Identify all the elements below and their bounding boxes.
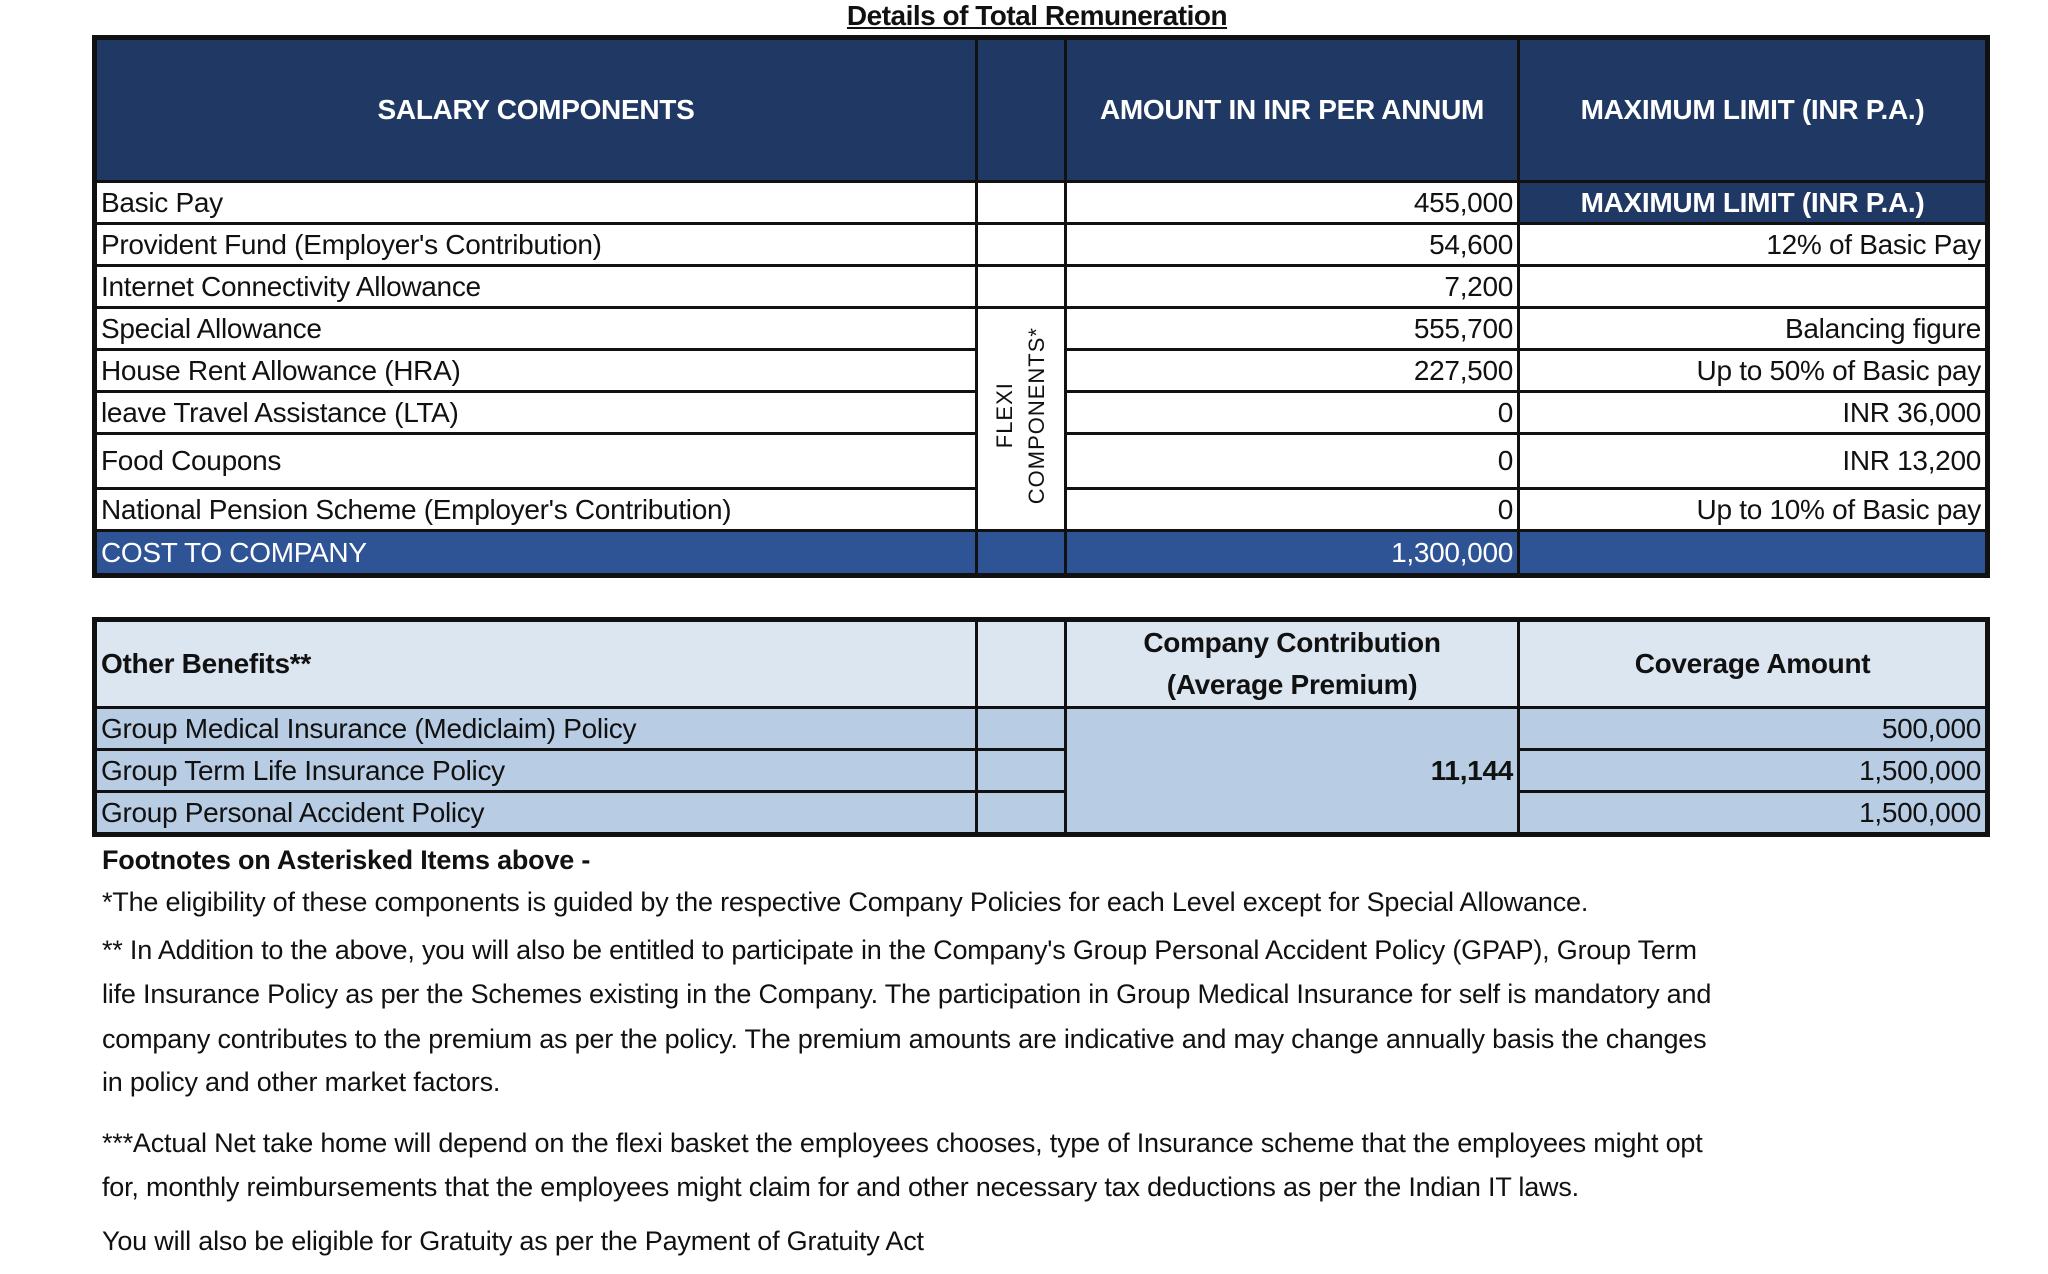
component-limit: Balancing figure — [1517, 306, 1989, 351]
component-amount: 455,000 — [1064, 180, 1520, 225]
component-name: Internet Connectivity Allowance — [93, 264, 978, 309]
table-row: National Pension Scheme (Employer's Cont… — [93, 487, 1989, 532]
salary-components-table: SALARY COMPONENTS AMOUNT IN INR PER ANNU… — [92, 35, 1990, 578]
ctc-limit — [1517, 529, 1989, 577]
footnote-line: company contributes to the premium as pe… — [102, 1024, 1707, 1054]
benefits-header-row: Other Benefits** Company Contribution (Av… — [93, 618, 1989, 709]
component-amount: 0 — [1064, 390, 1520, 435]
footnote-line: life Insurance Policy as per the Schemes… — [102, 979, 1712, 1009]
benefit-name: Group Term Life Insurance Policy — [93, 748, 978, 793]
table-row: Basic Pay 455,000 MAXIMUM LIMIT (INR P.A… — [93, 180, 1989, 225]
flexi-cell — [975, 264, 1067, 309]
benefit-name: Group Personal Accident Policy — [93, 790, 978, 836]
component-limit: 12% of Basic Pay — [1517, 222, 1989, 267]
flexi-label-line2: COMPONENTS* — [1024, 326, 1049, 505]
footnote-line: *The eligibility of these components is … — [102, 887, 1589, 917]
ctc-label: COST TO COMPANY — [93, 529, 978, 577]
coverage-amount: 1,500,000 — [1517, 790, 1989, 836]
flexi-label-line1: FLEXI — [992, 382, 1017, 449]
component-limit — [1517, 264, 1989, 309]
footnote-line: You will also be eligible for Gratuity a… — [102, 1226, 924, 1256]
ctc-amount: 1,300,000 — [1064, 529, 1520, 577]
component-limit: INR 13,200 — [1517, 432, 1989, 490]
table-row: Group Personal Accident Policy 1,500,000 — [93, 790, 1989, 836]
flexi-cell — [975, 529, 1067, 577]
component-limit: Up to 10% of Basic pay — [1517, 487, 1989, 532]
table-header-row: SALARY COMPONENTS AMOUNT IN INR PER ANNU… — [93, 36, 1989, 183]
component-name: National Pension Scheme (Employer's Cont… — [93, 487, 978, 532]
blank-cell — [975, 790, 1067, 836]
table-row: Internet Connectivity Allowance 7,200 — [93, 264, 1989, 309]
component-name: leave Travel Assistance (LTA) — [93, 390, 978, 435]
header-company-contribution-line2: (Average Premium) — [1166, 669, 1418, 700]
component-name: Food Coupons — [93, 432, 978, 490]
footnotes-heading: Footnotes on Asterisked Items above - — [102, 845, 591, 875]
cost-to-company-row: COST TO COMPANY 1,300,000 — [93, 529, 1989, 577]
flexi-cell — [975, 222, 1067, 267]
component-amount: 54,600 — [1064, 222, 1520, 267]
blank-cell — [975, 748, 1067, 793]
header-other-benefits: Other Benefits** — [93, 618, 978, 709]
table-row: House Rent Allowance (HRA) 227,500 Up to… — [93, 348, 1989, 393]
component-amount: 7,200 — [1064, 264, 1520, 309]
header-amount: AMOUNT IN INR PER ANNUM — [1064, 36, 1520, 183]
table-row: Group Term Life Insurance Policy 1,500,0… — [93, 748, 1989, 793]
table-row: Group Medical Insurance (Mediclaim) Poli… — [93, 706, 1989, 836]
component-name: Provident Fund (Employer's Contribution) — [93, 222, 978, 267]
header-company-contribution: Company Contribution (Average Premium) — [1064, 618, 1520, 709]
header-blank — [975, 618, 1067, 709]
table-row: Special Allowance FLEXI COMPONENTS* 555,7… — [93, 306, 1989, 532]
table-row: leave Travel Assistance (LTA) 0 INR 36,0… — [93, 390, 1989, 435]
component-amount: 0 — [1064, 432, 1520, 490]
component-name: Basic Pay — [93, 180, 978, 225]
coverage-amount: 500,000 — [1517, 706, 1989, 751]
footnote-line: ***Actual Net take home will depend on t… — [102, 1128, 1703, 1158]
component-amount: 0 — [1064, 487, 1520, 532]
header-flexi — [975, 36, 1067, 183]
component-limit: INR 36,000 — [1517, 390, 1989, 435]
header-company-contribution-line1: Company Contribution — [1143, 627, 1441, 658]
footnote-line: ** In Addition to the above, you will al… — [102, 935, 1697, 965]
flexi-cell — [975, 180, 1067, 225]
component-amount: 555,700 — [1064, 306, 1520, 351]
blank-cell — [975, 706, 1067, 751]
coverage-amount: 1,500,000 — [1517, 748, 1989, 793]
footnote-line: in policy and other market factors. — [102, 1067, 501, 1097]
flexi-components-label: FLEXI COMPONENTS* — [975, 306, 1067, 532]
document-title: Details of Total Remuneration — [846, 0, 1228, 31]
table-row: Provident Fund (Employer's Contribution)… — [93, 222, 1989, 267]
component-name: Special Allowance — [93, 306, 978, 351]
header-maximum-limit: MAXIMUM LIMIT (INR P.A.) — [1517, 36, 1989, 183]
company-contribution-value: 11,144 — [1064, 706, 1520, 836]
component-amount: 227,500 — [1064, 348, 1520, 393]
header-salary-components: SALARY COMPONENTS — [93, 36, 978, 183]
footnote-line: for, monthly reimbursements that the emp… — [102, 1172, 1579, 1202]
benefit-name: Group Medical Insurance (Mediclaim) Poli… — [93, 706, 978, 751]
table-row: Food Coupons 0 INR 13,200 — [93, 432, 1989, 490]
header-coverage-amount: Coverage Amount — [1517, 618, 1989, 709]
other-benefits-table: Other Benefits** Company Contribution (Av… — [92, 617, 1990, 837]
component-limit: Up to 50% of Basic pay — [1517, 348, 1989, 393]
component-name: House Rent Allowance (HRA) — [93, 348, 978, 393]
component-limit: MAXIMUM LIMIT (INR P.A.) — [1517, 180, 1989, 225]
